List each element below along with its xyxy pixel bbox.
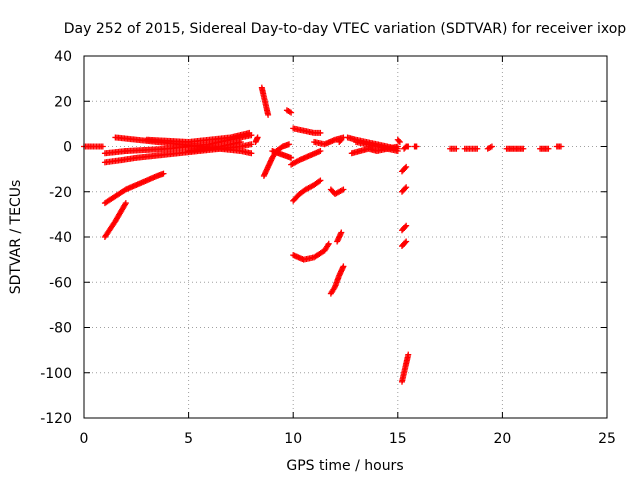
data-point [403, 163, 410, 170]
data-series-segment [258, 84, 272, 118]
data-series-segment [352, 138, 401, 155]
data-point [405, 143, 412, 150]
data-point [338, 136, 345, 143]
data-series-segment [398, 351, 412, 385]
data-series-segment [311, 134, 347, 148]
data-series-segment [401, 143, 412, 152]
data-point [317, 148, 324, 155]
y-tick-label: -40 [49, 230, 72, 246]
data-series-segment [101, 170, 167, 207]
data-series-segment [288, 148, 324, 168]
data-point [403, 238, 410, 245]
y-tick-label: -20 [49, 185, 72, 201]
data-series-segment [327, 186, 347, 198]
data-points [81, 84, 564, 385]
y-tick-label: -60 [49, 275, 72, 291]
data-point [288, 109, 295, 116]
data-series-segment [290, 177, 324, 204]
x-tick-label: 0 [80, 431, 89, 447]
data-point [474, 145, 481, 152]
data-series-segment [336, 136, 345, 145]
data-series-segment [484, 143, 495, 152]
data-point [395, 137, 402, 144]
y-tick-label: 20 [54, 94, 72, 110]
data-point [340, 186, 347, 193]
data-point [122, 201, 129, 208]
data-point [317, 129, 324, 136]
data-series-segment [553, 143, 564, 150]
data-point [237, 138, 244, 145]
x-tick-label: 10 [284, 431, 302, 447]
data-series-segment [185, 138, 244, 155]
data-series-segment [290, 125, 324, 136]
chart-title: Day 252 of 2015, Sidereal Day-to-day VTE… [64, 21, 627, 37]
data-point [122, 200, 129, 207]
data-point [413, 143, 420, 150]
data-point [403, 222, 410, 229]
y-tick-label: -100 [40, 366, 72, 382]
data-point [160, 170, 167, 177]
data-series-segment [290, 240, 332, 263]
data-series-segment [394, 136, 403, 145]
data-series-segment [398, 163, 410, 175]
data-point [325, 240, 332, 247]
data-point [402, 185, 409, 192]
x-tick-label: 25 [598, 431, 616, 447]
data-point [340, 263, 347, 270]
data-point [338, 229, 345, 236]
data-series-segment [81, 143, 106, 150]
data-series-segment [503, 145, 527, 152]
grid [84, 56, 607, 418]
data-point [557, 143, 564, 150]
data-point [405, 351, 412, 358]
data-point [248, 150, 255, 157]
data-series-segment [283, 107, 295, 116]
data-series-segment [398, 222, 410, 234]
x-tick-label: 20 [493, 431, 511, 447]
data-point [402, 223, 409, 230]
x-tick-label: 15 [389, 431, 407, 447]
data-point [520, 145, 527, 152]
data-point [545, 145, 552, 152]
data-point [99, 143, 106, 150]
data-series-segment [101, 200, 129, 240]
data-point [286, 141, 293, 148]
data-point [453, 145, 460, 152]
data-point [254, 134, 261, 141]
y-tick-label: -80 [49, 321, 72, 337]
data-point [396, 138, 403, 145]
y-axis-label: SDTVAR / TECUs [8, 180, 24, 295]
data-series-segment [447, 145, 460, 152]
data-series-segment [411, 143, 420, 150]
data-point [403, 184, 410, 191]
data-point [265, 111, 272, 118]
data-series-segment [398, 238, 410, 250]
data-point [488, 143, 495, 150]
data-point [316, 178, 323, 185]
x-tick-label: 5 [184, 431, 193, 447]
data-series-segment [537, 145, 552, 152]
data-series-segment [269, 148, 295, 161]
data-series-segment [398, 184, 410, 195]
data-series-segment [143, 129, 253, 145]
x-axis-label: GPS time / hours [286, 458, 403, 474]
data-point [337, 137, 344, 144]
data-series-segment [461, 145, 481, 152]
data-point [317, 177, 324, 184]
y-tick-label: 0 [63, 140, 72, 156]
plot-border [83, 55, 608, 419]
data-point [394, 148, 401, 155]
data-series-segment [327, 263, 347, 297]
data-series-segment [334, 229, 345, 245]
data-point [248, 141, 255, 148]
y-tick-label: 40 [54, 49, 72, 65]
data-point [246, 129, 253, 136]
data-point [402, 164, 409, 171]
data-point [402, 239, 409, 246]
data-point [288, 154, 295, 161]
data-series-segment [252, 134, 261, 145]
y-tick-label: -120 [40, 411, 72, 427]
